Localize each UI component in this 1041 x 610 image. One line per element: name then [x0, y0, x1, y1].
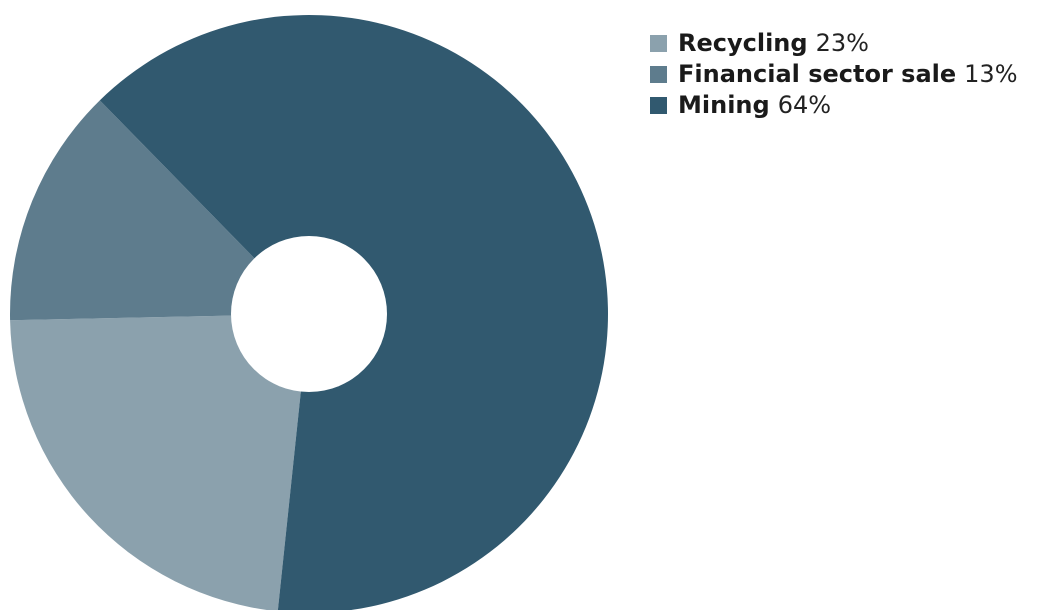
donut-hole: [231, 236, 387, 392]
legend-value-recycling: 23%: [815, 29, 869, 57]
legend: Recycling 23% Financial sector sale 13% …: [650, 28, 1018, 121]
legend-label-financial-sector-sale: Financial sector sale: [678, 60, 957, 88]
donut-chart: [10, 15, 608, 610]
legend-swatch-financial-sector-sale: [650, 66, 667, 83]
legend-value-mining: 64%: [777, 91, 832, 119]
slice-recycling: [10, 314, 309, 610]
legend-swatch-recycling: [650, 35, 667, 52]
legend-value-financial-sector-sale: 13%: [964, 60, 1018, 88]
legend-label-mining: Mining: [678, 91, 770, 119]
legend-label-recycling: Recycling: [678, 29, 808, 57]
legend-swatch-mining: [650, 97, 667, 114]
legend-item-mining: Mining 64%: [650, 90, 1018, 121]
legend-item-financial-sector-sale: Financial sector sale 13%: [650, 59, 1018, 90]
slice-financial-sector-sale: [10, 100, 310, 321]
legend-item-recycling: Recycling 23%: [650, 28, 1018, 59]
